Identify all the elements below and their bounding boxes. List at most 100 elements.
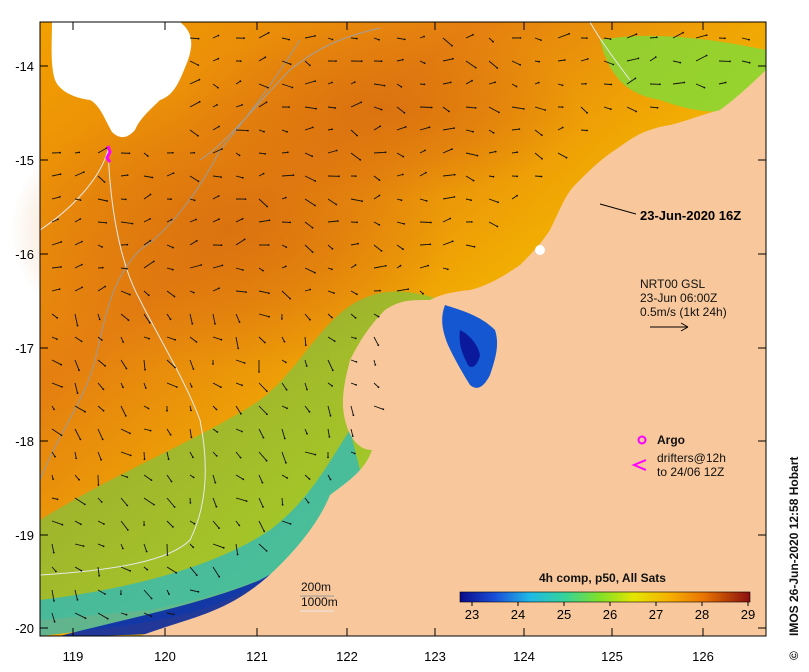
current-vector-head	[169, 318, 172, 321]
current-vector	[304, 152, 313, 157]
current-vector	[189, 79, 200, 85]
current-legend-line3: 0.5m/s (1kt 24h)	[640, 305, 727, 319]
current-vector-head	[352, 414, 355, 417]
current-vector-head	[331, 81, 333, 84]
argo-label: Argo	[657, 433, 685, 447]
current-vector	[212, 58, 219, 62]
current-vector-head	[215, 505, 218, 508]
current-vector-head	[304, 344, 307, 347]
current-vector	[327, 198, 337, 205]
cloud-speck	[535, 245, 545, 255]
current-vector-head	[171, 151, 174, 154]
credit-label: IMOS 26-Jun-2020 12:58 Hobart	[787, 457, 801, 636]
current-vector-head	[57, 218, 59, 221]
current-vector-head	[305, 365, 308, 367]
current-vector-head	[245, 291, 247, 293]
current-vector-head	[197, 64, 200, 66]
current-vector-head	[61, 523, 64, 526]
current-vector-head	[145, 550, 148, 553]
current-vector-head	[190, 385, 193, 388]
current-vector	[74, 428, 81, 440]
current-vector	[143, 451, 145, 460]
current-vector-head	[335, 149, 338, 152]
current-vector-head	[105, 221, 108, 224]
current-vector-head	[656, 106, 659, 109]
current-vector-head	[448, 110, 450, 113]
current-vector	[304, 35, 316, 39]
current-vector	[258, 520, 265, 532]
current-vector	[258, 336, 266, 343]
current-vector	[649, 56, 656, 62]
current-vector-head	[217, 34, 220, 37]
current-vector	[672, 82, 685, 85]
current-vector	[488, 106, 500, 113]
colorbar-tick-label: 29	[741, 607, 755, 622]
current-vector	[143, 543, 148, 552]
current-vector-head	[60, 363, 63, 366]
current-vector-head	[122, 386, 124, 389]
current-vector	[258, 405, 268, 415]
current-vector	[212, 382, 222, 388]
date-pointer	[599, 203, 637, 215]
current-vector	[143, 428, 151, 432]
current-vector	[120, 336, 124, 343]
current-vector	[235, 520, 240, 526]
current-vector-head	[360, 101, 363, 104]
current-vector-head	[284, 361, 287, 364]
current-vector	[166, 382, 177, 388]
current-vector-head	[174, 338, 177, 341]
sst-ne-green	[600, 35, 766, 112]
current-vector	[304, 336, 307, 346]
current-vector	[281, 174, 294, 177]
current-vector	[258, 290, 269, 294]
current-vector	[626, 33, 637, 39]
current-vector-head	[263, 130, 265, 133]
current-vector	[396, 174, 403, 177]
colorbar-ramp	[459, 591, 751, 603]
current-vector	[304, 175, 316, 182]
current-vector	[143, 497, 155, 505]
current-vector-head	[309, 288, 312, 291]
current-vector-head	[472, 130, 474, 133]
current-vector	[327, 244, 333, 250]
current-vector-head	[289, 221, 291, 224]
current-vector-head	[195, 341, 198, 343]
current-vector	[74, 336, 82, 342]
current-vector	[97, 566, 100, 576]
current-vector	[327, 106, 336, 109]
current-vector-head	[220, 244, 223, 247]
current-vector	[672, 32, 684, 39]
current-vector-head	[148, 337, 151, 340]
current-vector-head	[377, 386, 380, 389]
current-vector-head	[283, 340, 286, 343]
current-vector-head	[52, 478, 54, 480]
current-vector	[97, 147, 107, 154]
current-vector	[465, 106, 476, 109]
current-vector-head	[126, 504, 129, 507]
current-vector	[51, 451, 56, 457]
current-vector-head	[516, 175, 519, 178]
current-vector-head	[331, 268, 333, 271]
current-vector-head	[519, 64, 522, 66]
current-vector-head	[76, 392, 79, 394]
colorbar-tick-label: 24	[511, 607, 525, 622]
current-vector-head	[238, 524, 241, 527]
current-vector	[235, 497, 247, 502]
current-vector-head	[166, 554, 169, 556]
current-vector	[189, 359, 194, 370]
current-vector	[603, 83, 612, 85]
current-vector-head	[659, 83, 661, 86]
current-vector-head	[126, 243, 129, 246]
current-vector-head	[192, 368, 195, 370]
current-vector	[304, 313, 311, 320]
current-vector-head	[492, 175, 495, 178]
current-vector-head	[266, 413, 268, 416]
current-scale-arrowhead	[680, 322, 689, 332]
current-vector-head	[100, 458, 102, 461]
current-vector	[51, 520, 63, 526]
current-vector-head	[238, 321, 241, 323]
current-vector	[465, 152, 478, 157]
current-vector-head	[705, 34, 708, 36]
current-vector	[120, 290, 130, 296]
current-vector-head	[307, 501, 310, 504]
